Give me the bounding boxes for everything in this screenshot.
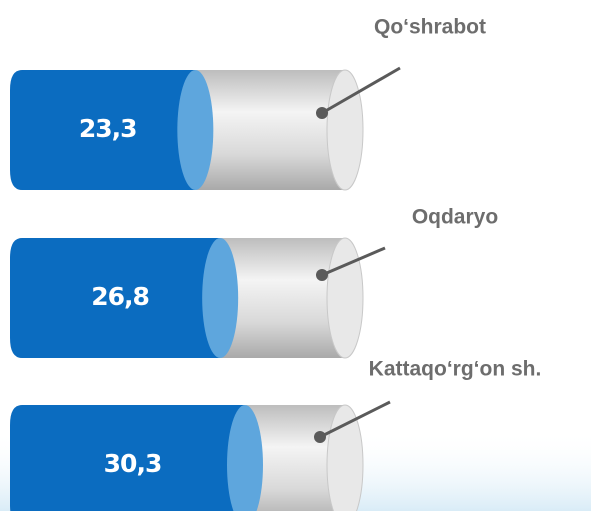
cylinder-end xyxy=(326,69,364,191)
category-label: Oqdaryo xyxy=(412,206,498,229)
value-label: 26,8 xyxy=(91,282,149,311)
cylinder-end xyxy=(326,404,364,511)
category-label: Kattaqo‘rg‘on sh. xyxy=(369,358,542,381)
leader-line xyxy=(319,400,391,439)
category-label: Qo‘shrabot xyxy=(374,16,486,39)
bar-end xyxy=(202,238,239,358)
bar xyxy=(10,238,221,358)
value-label: 23,3 xyxy=(79,114,137,143)
leader-line xyxy=(321,66,401,115)
bar xyxy=(10,70,196,190)
bar-end xyxy=(177,70,214,190)
bar xyxy=(10,405,245,511)
leader-dot xyxy=(316,269,328,281)
bar-end xyxy=(227,405,263,511)
value-label: 30,3 xyxy=(104,449,162,478)
leader-line xyxy=(321,246,386,277)
leader-dot xyxy=(314,431,326,443)
leader-dot xyxy=(316,107,328,119)
cylinder-end xyxy=(326,237,364,359)
